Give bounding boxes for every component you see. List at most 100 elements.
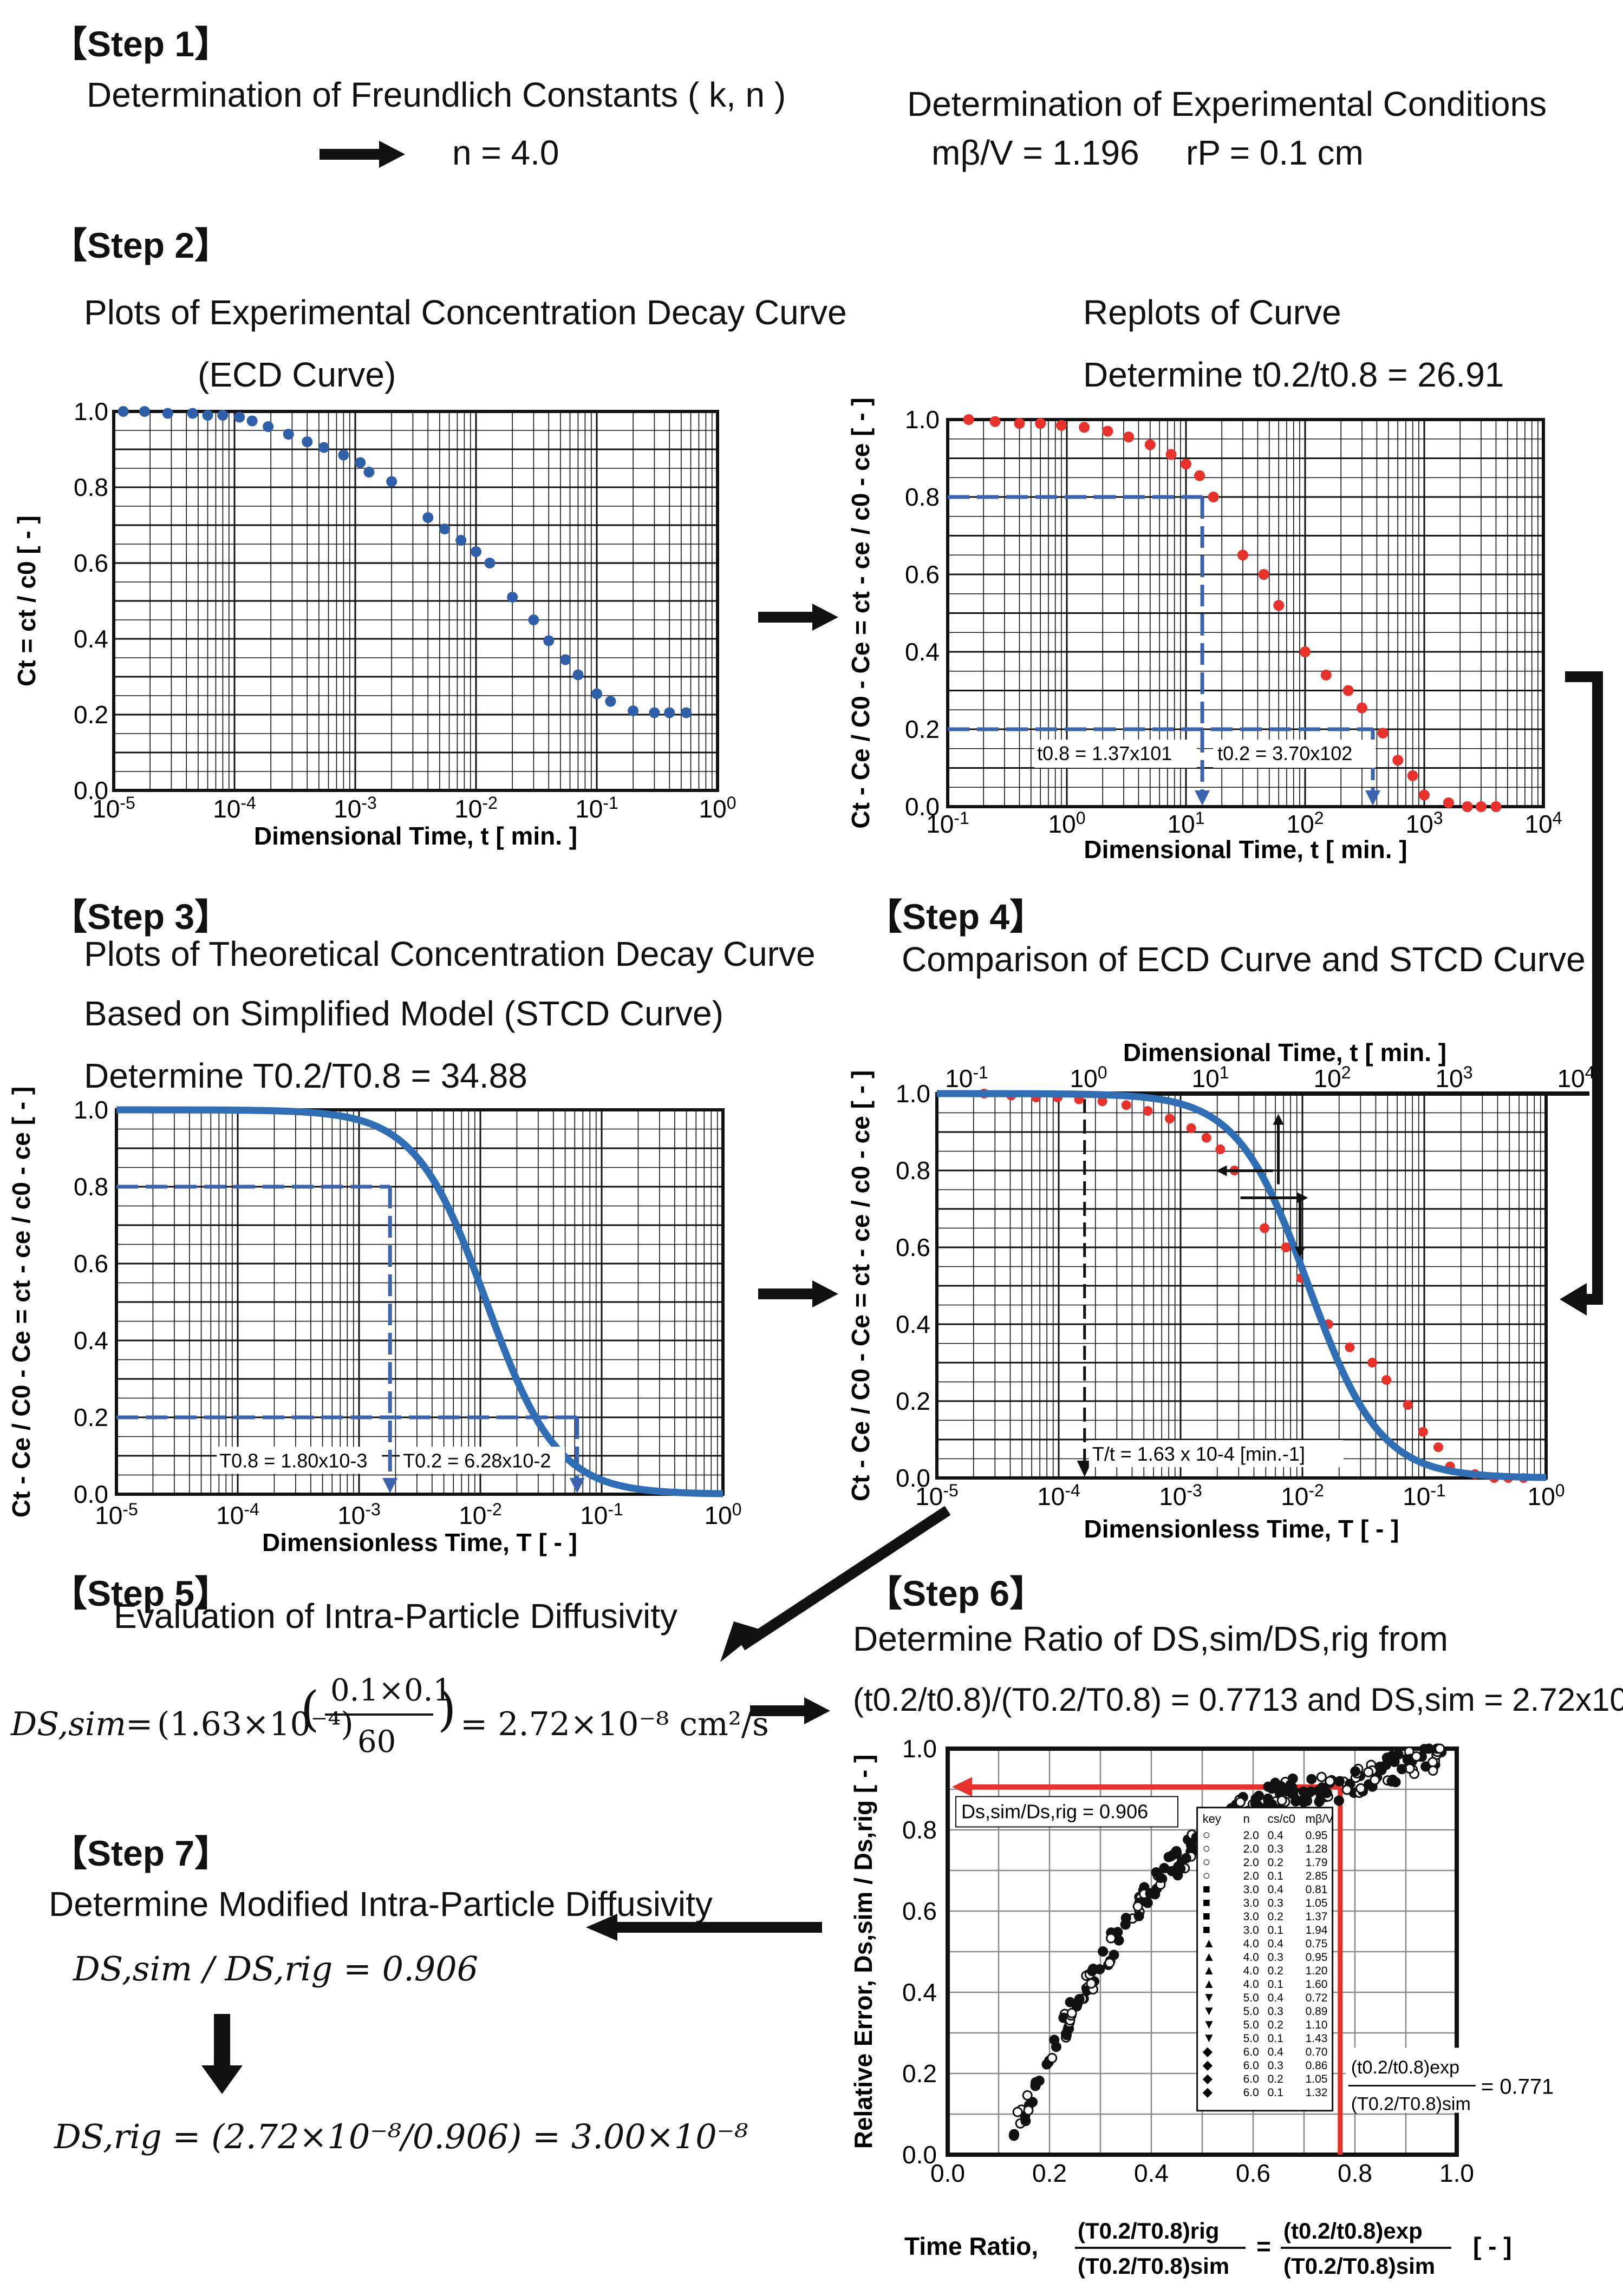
y-tick-label: 0.0 [896,1464,930,1492]
arrow-head [1365,790,1381,806]
legend-cell: ○ [1203,1868,1211,1883]
data-point [1020,2116,1031,2127]
data-point [1306,1786,1316,1797]
legend-cell: ◆ [1203,2071,1213,2086]
x-axis-label: Dimensionless Time, T [ - ] [262,1528,577,1556]
legend-cell: 1.32 [1306,2086,1328,2099]
y-tick-label: 0.8 [905,483,940,511]
legend-cell: ▲ [1203,1963,1216,1978]
data-point [1285,1779,1296,1790]
legend-cell: ▼ [1203,2004,1216,2018]
annotation-box [955,1796,1178,1828]
data-point [1079,422,1090,433]
top-x-axis-label: Dimensional Time, t [ min. ] [1123,1038,1446,1067]
x-tick-label: 10-4 [216,1500,259,1529]
data-point [1194,470,1205,481]
data-point [1273,600,1285,611]
final-equation: DS,rig = (2.72×10⁻⁸/0.906) = 3.00×10⁻⁸ [54,2117,748,2156]
y-tick-label: 0.4 [902,1978,937,2006]
legend-cell: 1.10 [1306,2019,1328,2031]
x-tick-label: 10-1 [580,1500,623,1529]
x-tick-label: 1.0 [1439,2159,1474,2187]
data-point [1314,1796,1325,1807]
y-tick-label: 0.4 [74,625,108,653]
fraction-bar [325,1713,433,1716]
data-point [528,614,539,625]
data-point [1363,1767,1374,1777]
legend-cell: ▼ [1203,2017,1216,2032]
data-point [628,705,639,716]
legend-cell: ○ [1203,1828,1211,1842]
step5-heading: Evaluation of Intra-Particle Diffusivity [114,1597,678,1636]
legend-cell: 0.95 [1306,1951,1328,1964]
y-tick-label: 0.2 [902,2059,937,2088]
connector-arrow [1560,671,1603,1316]
data-point [1275,1781,1286,1791]
plot-frame [946,1746,1459,2157]
data-point [1325,1776,1335,1787]
eq-result: = 2.72×10⁻⁸ cm²/s [460,1705,769,1743]
y-tick-label: 0.8 [74,1173,108,1201]
data-point [1381,1375,1392,1385]
data-point [664,707,675,718]
y-axis-label: Ct - Ce / C0 - Ce = ct - ce / c0 - ce [ … [846,1070,875,1501]
x-tick-label: 100 [1048,808,1086,838]
y-tick-label: 0.6 [905,560,940,588]
legend-cell: 4.0 [1243,1951,1259,1964]
legend-cell: 2.0 [1243,1829,1259,1842]
legend-cell: 0.2 [1268,1856,1283,1869]
legend-cell: 0.2 [1268,2019,1283,2031]
step2-label: 【Step 2】 [51,225,231,265]
data-point [1112,1927,1123,1938]
data-point [543,635,555,646]
step7-label: 【Step 7】 [51,1833,231,1873]
T08-annotation: T0.8 = 1.80x10-3 [219,1449,367,1471]
annotation-bg [217,1447,382,1474]
left-arrow-icon [586,1914,822,1941]
y-axis-label: Ct - Ce / C0 - Ce = ct - ce / c0 - ce [ … [846,397,875,828]
data-point [1143,1106,1153,1116]
legend-cell: ◆ [1203,2058,1213,2072]
x-axis-label: Dimensional Time, t [ min. ] [1084,835,1407,864]
stcd-chart: 10-5 10-4 10-3 10-2 10-1 100 0.0 0.2 0.4 0.6 0.8 1.… [7,1087,741,1556]
y-tick-label: 0.6 [74,1250,108,1278]
y-tick-label: 0.4 [905,638,940,666]
legend-cell: 0.1 [1268,1924,1283,1937]
y-tick-label: 1.0 [896,1080,930,1108]
data-point [1145,1888,1156,1899]
y-tick-label: 0.2 [905,715,940,743]
data-point [1186,1123,1196,1133]
data-point [605,696,616,707]
data-point [1047,2052,1058,2063]
replot-determine: Determine t0.2/t0.8 = 26.91 [1083,355,1504,394]
eq-factor1: (1.63×10⁻⁴) [157,1705,354,1743]
data-point [1433,1442,1443,1453]
data-point [1123,431,1135,443]
data-point [1389,1756,1400,1767]
plot-frame [115,1108,725,1496]
data-point [246,415,258,427]
particle-radius-value: rP = 0.1 cm [1186,133,1364,172]
y-tick-label: 0.6 [896,1233,930,1261]
right-arrow-icon [320,141,405,168]
data-point [1411,1751,1422,1762]
data-point [1402,1755,1413,1765]
freundlich-n-result: n = 4.0 [452,133,559,172]
data-point [1120,1913,1131,1924]
data-point [560,654,571,665]
legend-cell: 1.20 [1306,1965,1328,1977]
legend-cell: 0.3 [1268,2005,1283,2018]
legend-cell: 5.0 [1243,1992,1259,2004]
step2-heading-line1: Plots of Experimental Concentration Deca… [84,293,847,332]
legend-cell: 1.60 [1306,1978,1328,1991]
data-point [1132,1901,1143,1912]
step6-heading-line1: Determine Ratio of DS,sim/DS,rig from [853,1619,1448,1658]
y-tick-label: 0.8 [896,1156,930,1185]
x-tick-label: 102 [1314,1063,1351,1093]
legend-cell: ▲ [1203,1936,1216,1951]
data-point [1008,2130,1019,2141]
annotation-bg [1213,740,1376,768]
legend-cell: 3.0 [1243,1897,1259,1909]
legend-header: n [1243,1812,1250,1826]
data-point [1374,1761,1385,1772]
